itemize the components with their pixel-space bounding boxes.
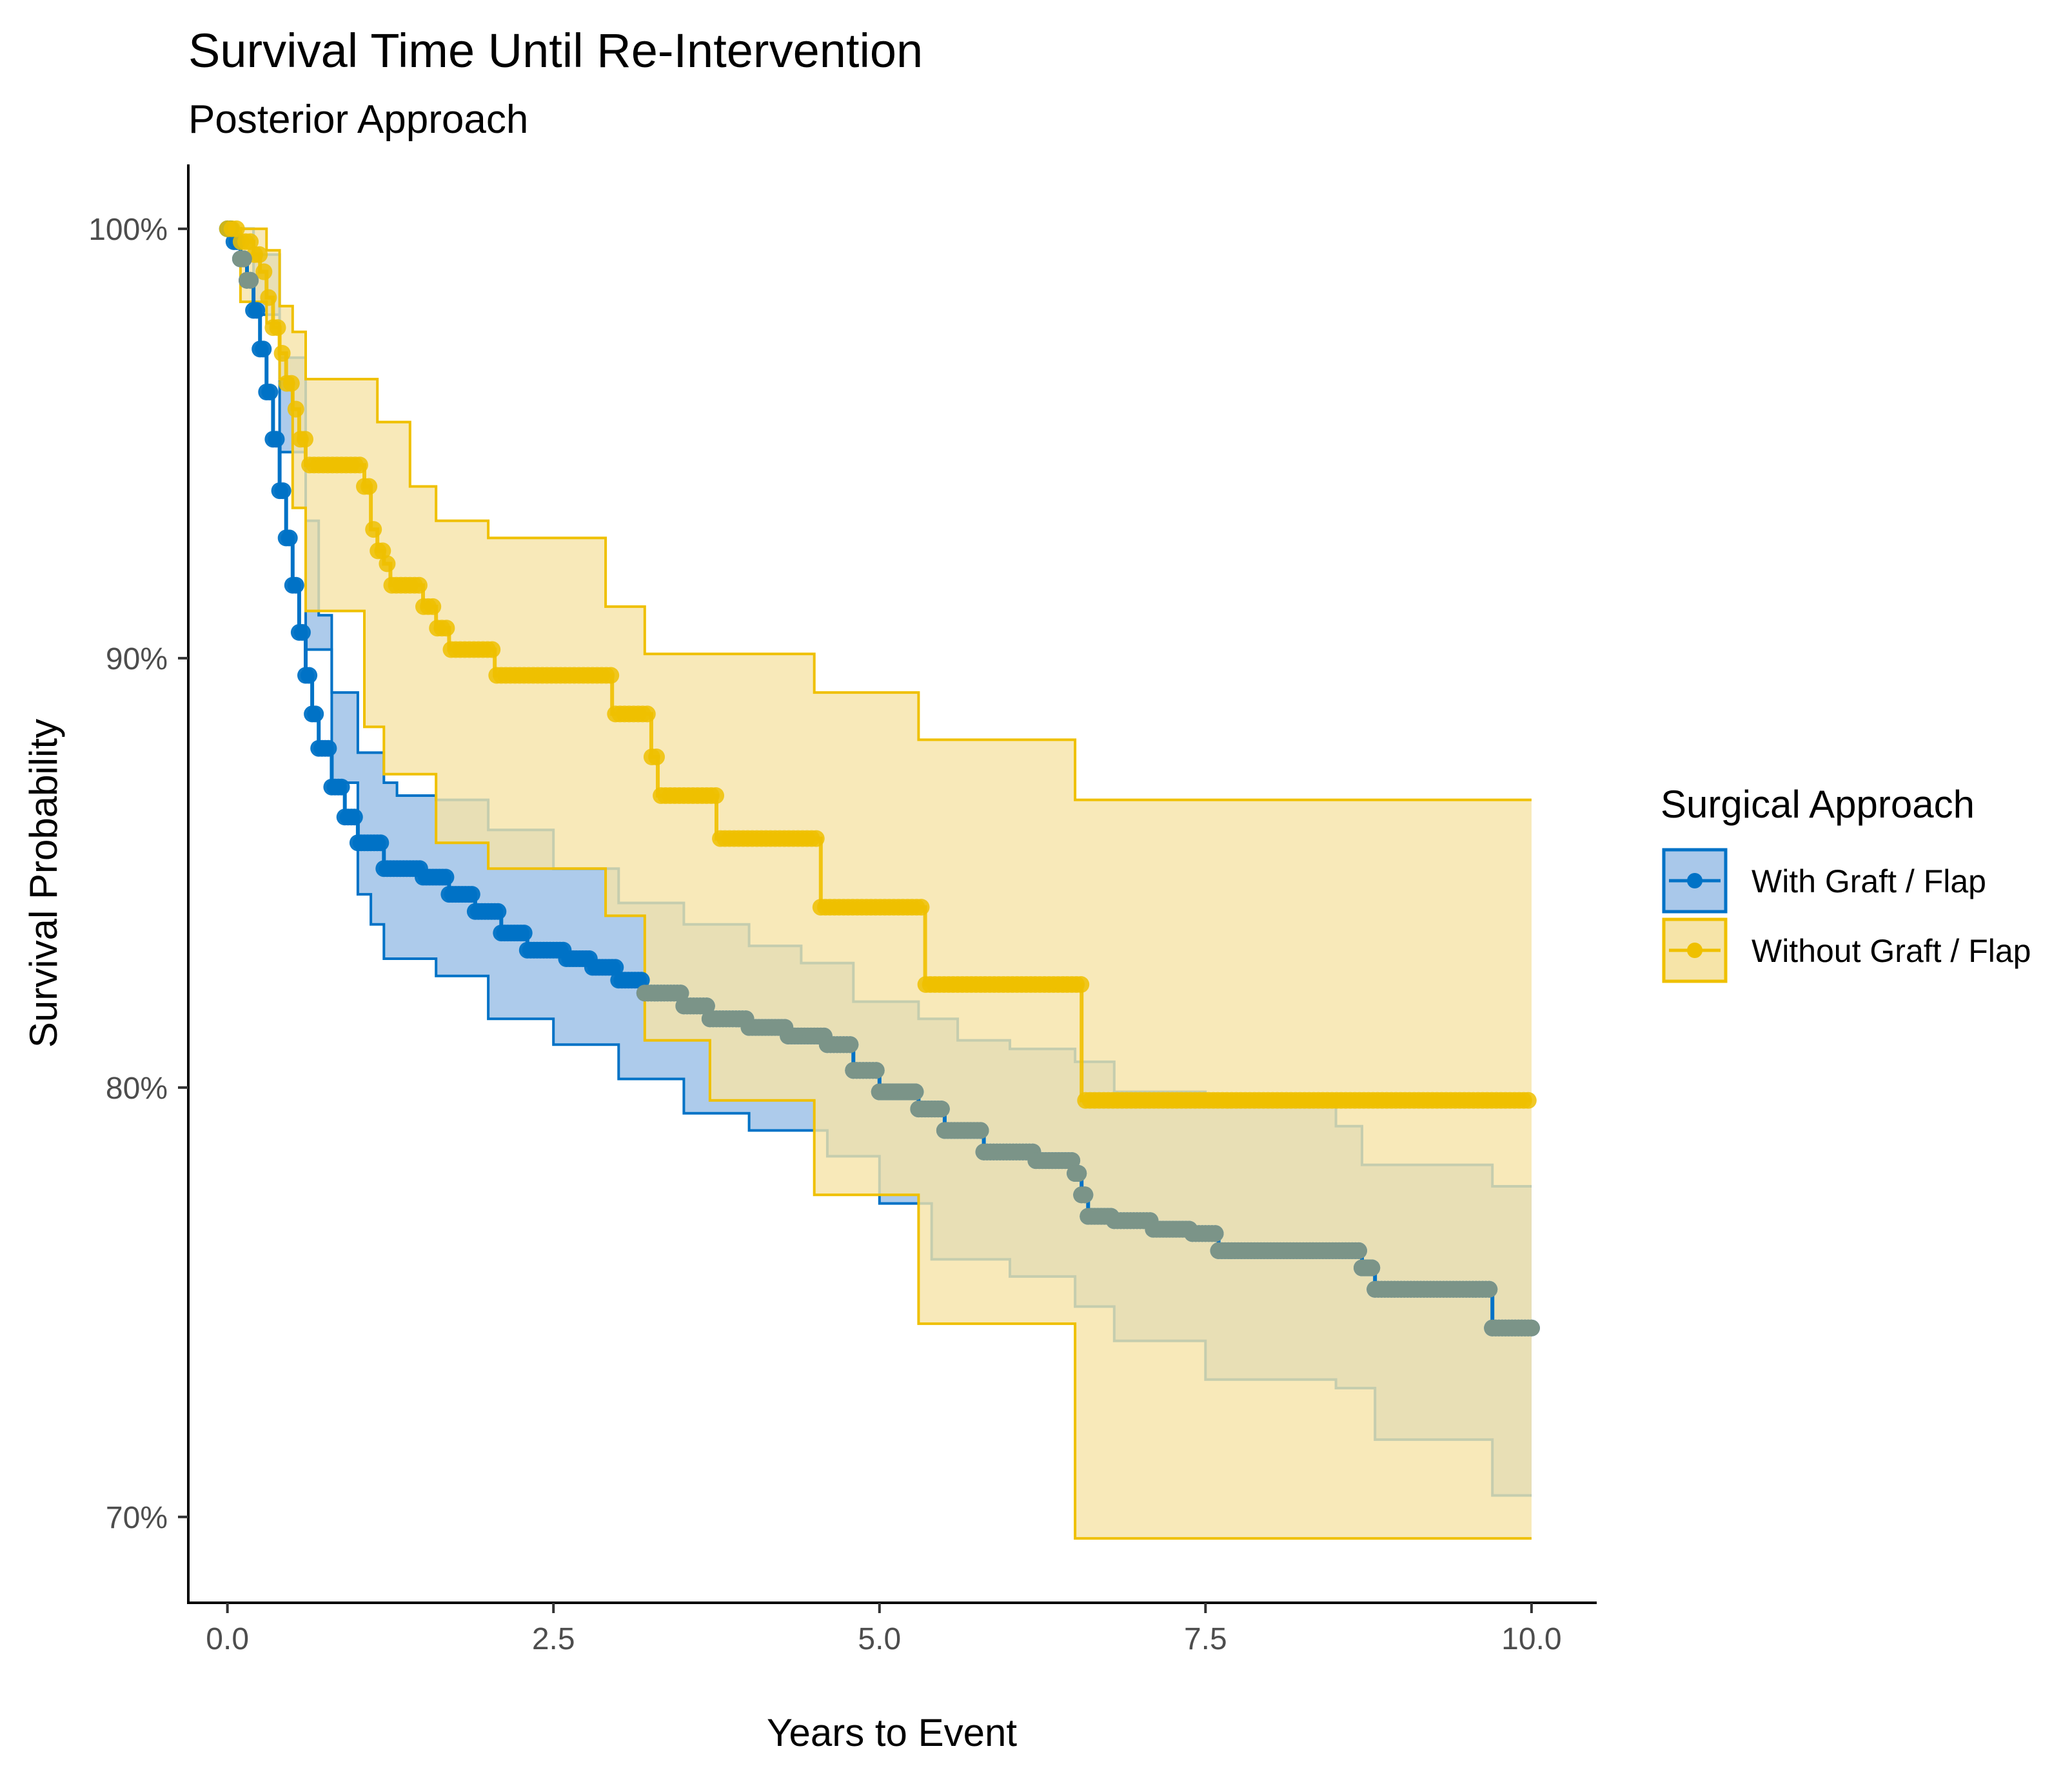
censor-point-without-graft	[807, 830, 825, 847]
x-tick-label: 7.5	[1184, 1622, 1227, 1656]
censor-point-with-graft	[320, 740, 337, 757]
censor-point-with-graft	[268, 431, 285, 448]
censor-point-overlap	[1070, 1165, 1087, 1182]
censor-point-overlap	[1076, 1186, 1094, 1204]
x-tick-label: 2.5	[532, 1622, 575, 1656]
censor-point-with-graft	[633, 972, 650, 989]
censor-point-without-graft	[297, 431, 313, 448]
censor-point-overlap	[698, 997, 715, 1015]
censor-point-without-graft	[638, 705, 656, 723]
x-axis-title: Years to Event	[767, 1711, 1017, 1754]
censor-point-without-graft	[410, 576, 428, 594]
chart-subtitle: Posterior Approach	[188, 97, 528, 142]
censor-point-without-graft	[269, 319, 286, 337]
censor-point-without-graft	[374, 542, 391, 560]
censor-point-without-graft	[379, 555, 396, 573]
censor-point-without-graft	[602, 667, 620, 684]
censor-point-with-graft	[261, 384, 279, 400]
censor-point-overlap	[1363, 1259, 1381, 1277]
censor-point-with-graft	[301, 667, 318, 684]
censor-point-overlap	[907, 1083, 924, 1101]
legend: Surgical Approach With Graft / Flap Witho…	[1661, 783, 2031, 983]
censor-point-with-graft	[346, 808, 363, 826]
y-tick-label: 100%	[88, 213, 168, 247]
censor-point-with-graft	[287, 576, 304, 594]
censor-point-overlap	[1523, 1319, 1540, 1337]
axis-ticks: 0.0 2.5 5.0 7.5 10.0 70% 80% 90% 100%	[88, 213, 1561, 1656]
censor-point-without-graft	[438, 620, 455, 637]
censor-point-with-graft	[607, 959, 624, 976]
censor-point-without-graft	[351, 456, 368, 474]
legend-label-without-graft: Without Graft / Flap	[1751, 933, 2031, 969]
censor-point-without-graft	[273, 345, 291, 362]
censor-point-overlap	[1481, 1280, 1498, 1298]
censor-point-without-graft	[913, 899, 930, 916]
censor-point-without-graft	[484, 641, 501, 658]
censor-point-overlap	[242, 271, 259, 289]
legend-key-dot-with-graft	[1687, 873, 1702, 888]
censor-point-with-graft	[489, 903, 507, 920]
censor-point-without-graft	[260, 289, 277, 306]
censor-point-overlap	[867, 1062, 885, 1079]
censor-point-with-graft	[248, 302, 266, 319]
censor-point-overlap	[1350, 1242, 1367, 1259]
legend-key-dot-without-graft	[1687, 943, 1702, 958]
censor-point-without-graft	[424, 598, 442, 615]
censor-point-without-graft	[1519, 1092, 1537, 1109]
legend-title: Surgical Approach	[1661, 783, 1975, 826]
x-tick-label: 10.0	[1501, 1622, 1561, 1656]
y-tick-label: 90%	[106, 642, 168, 676]
censor-point-with-graft	[293, 623, 311, 641]
censor-point-overlap	[972, 1122, 989, 1139]
censor-point-without-graft	[1072, 976, 1090, 993]
censor-point-overlap	[672, 984, 689, 1002]
censor-point-overlap	[1207, 1225, 1224, 1242]
censor-point-without-graft	[242, 233, 259, 250]
censor-point-with-graft	[515, 925, 533, 942]
censor-point-without-graft	[287, 400, 304, 418]
censor-point-with-graft	[255, 340, 272, 358]
censor-point-with-graft	[437, 868, 455, 886]
censor-point-with-graft	[333, 778, 350, 796]
censor-point-without-graft	[255, 263, 273, 280]
censor-point-overlap	[235, 250, 252, 268]
censor-point-with-graft	[281, 529, 298, 547]
censor-point-with-graft	[463, 886, 480, 903]
x-tick-label: 0.0	[206, 1622, 249, 1656]
censor-point-without-graft	[360, 478, 378, 495]
y-axis-title: Survival Probability	[22, 719, 65, 1048]
censor-point-without-graft	[282, 375, 300, 392]
censor-point-overlap	[932, 1101, 950, 1118]
censor-point-without-graft	[228, 220, 245, 237]
ci-upper-without-graft	[227, 227, 1532, 801]
censor-point-with-graft	[274, 482, 291, 500]
ci-band-without-graft	[227, 228, 1532, 1539]
x-tick-label: 5.0	[858, 1622, 901, 1656]
censor-point-overlap	[842, 1036, 859, 1053]
censor-point-without-graft	[707, 787, 724, 804]
censor-point-with-graft	[307, 705, 324, 723]
chart-title: Survival Time Until Re-Intervention	[188, 24, 923, 77]
censor-point-without-graft	[365, 521, 382, 538]
plot-area	[219, 220, 1540, 1540]
censor-point-without-graft	[251, 246, 268, 263]
y-tick-label: 80%	[106, 1072, 168, 1106]
censor-point-with-graft	[372, 834, 390, 852]
legend-label-with-graft: With Graft / Flap	[1751, 863, 1986, 899]
y-tick-label: 70%	[106, 1501, 168, 1535]
overlap-markers	[232, 250, 1540, 1337]
censor-point-without-graft	[648, 749, 665, 765]
censor-point-overlap	[1063, 1152, 1081, 1170]
